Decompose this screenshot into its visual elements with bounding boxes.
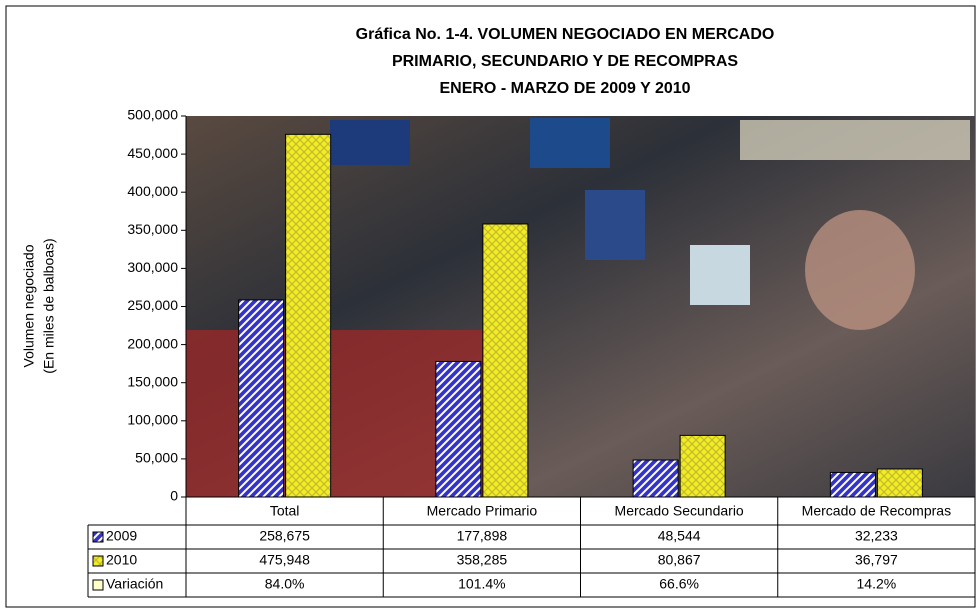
bar <box>679 434 726 498</box>
y-tick-label: 400,000 <box>127 183 178 199</box>
x-tick-label: Mercado de Recompras <box>802 503 951 519</box>
y-tick-label: 450,000 <box>127 145 178 161</box>
bar <box>238 299 285 498</box>
table-cell: 177,898 <box>457 528 508 544</box>
bar <box>482 223 529 498</box>
y-axis-label: (En miles de balboas) <box>41 238 57 373</box>
y-tick-label: 100,000 <box>127 412 178 428</box>
legend-label: Variación <box>106 576 163 592</box>
x-tick-label: Mercado Secundario <box>615 503 744 519</box>
table-cell: 475,948 <box>259 552 310 568</box>
y-tick-label: 150,000 <box>127 373 178 389</box>
bar <box>829 471 876 498</box>
y-tick-label: 350,000 <box>127 221 178 237</box>
table-cell: 101.4% <box>458 576 505 592</box>
y-axis-label: Volumen negociado <box>21 244 37 367</box>
y-tick-label: 50,000 <box>135 450 178 466</box>
x-tick-label: Mercado Primario <box>427 503 538 519</box>
bar <box>435 360 482 498</box>
legend-swatch <box>92 579 104 591</box>
legend-swatch <box>92 531 104 543</box>
y-tick-label: 250,000 <box>127 297 178 313</box>
table-cell: 258,675 <box>259 528 310 544</box>
bar <box>632 459 679 498</box>
chart-title: Gráfica No. 1-4. VOLUMEN NEGOCIADO EN ME… <box>356 26 775 43</box>
table-cell: 84.0% <box>265 576 305 592</box>
y-tick-label: 200,000 <box>127 335 178 351</box>
table-cell: 358,285 <box>457 552 508 568</box>
chart-title: ENERO - MARZO DE 2009 Y 2010 <box>439 80 690 97</box>
table-cell: 14.2% <box>857 576 897 592</box>
y-tick-label: 300,000 <box>127 259 178 275</box>
legend-label: 2009 <box>106 528 137 544</box>
bar <box>876 468 923 498</box>
table-cell: 80,867 <box>658 552 701 568</box>
legend-label: 2010 <box>106 552 137 568</box>
table-cell: 48,544 <box>658 528 701 544</box>
table-cell: 36,797 <box>855 552 898 568</box>
y-tick-label: 500,000 <box>127 107 178 123</box>
chart-title: PRIMARIO, SECUNDARIO Y DE RECOMPRAS <box>392 53 738 70</box>
x-tick-label: Total <box>270 503 300 519</box>
bar <box>285 133 332 498</box>
table-cell: 66.6% <box>659 576 699 592</box>
table-cell: 32,233 <box>855 528 898 544</box>
legend-swatch <box>92 555 104 567</box>
y-tick-label: 0 <box>170 488 178 504</box>
